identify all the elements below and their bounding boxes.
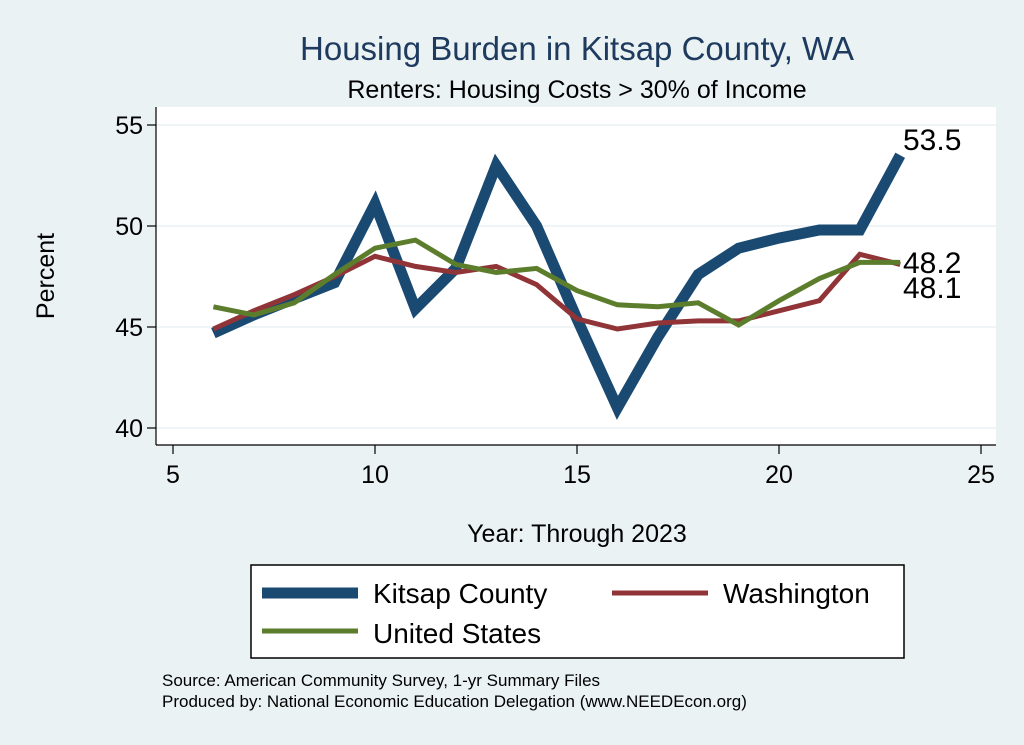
end-labels: 53.5 48.248.1	[903, 124, 961, 305]
y-tick-label: 50	[115, 213, 143, 241]
x-tick-label: 5	[166, 461, 180, 489]
end-label-washington: 48.1	[903, 272, 961, 305]
legend-label-united-states: United States	[373, 618, 541, 649]
x-tick-label: 15	[563, 461, 591, 489]
y-tick-label: 55	[115, 112, 143, 140]
plot-area	[156, 107, 996, 445]
end-label-united-states: 48.2	[903, 247, 961, 280]
grid-lines	[156, 124, 996, 429]
legend-label-washington: Washington	[723, 578, 870, 609]
legend: Kitsap County Washington United States	[250, 564, 905, 659]
x-tick-label: 25	[967, 461, 995, 489]
chart-title: Housing Burden in Kitsap County, WA	[300, 30, 854, 67]
x-axis-title: Year: Through 2023	[467, 520, 687, 548]
x-tick-label: 10	[361, 461, 389, 489]
y-tick-label: 45	[115, 314, 143, 342]
series-line-kitsap-county	[211, 152, 906, 420]
y-tick-label: 40	[115, 415, 143, 443]
x-tick-label: 20	[765, 461, 793, 489]
produced-by-note: Produced by: National Economic Education…	[162, 692, 747, 711]
legend-label-kitsap-county: Kitsap County	[373, 578, 547, 609]
end-label-kitsap-county: 53.5	[903, 124, 961, 157]
y-axis-title: Percent	[32, 233, 60, 319]
legend-box	[250, 564, 905, 659]
series-line-united-states	[212, 237, 901, 328]
chart-subtitle: Renters: Housing Costs > 30% of Income	[347, 76, 806, 104]
series-lines	[211, 152, 906, 420]
source-note: Source: American Community Survey, 1-yr …	[162, 671, 600, 690]
